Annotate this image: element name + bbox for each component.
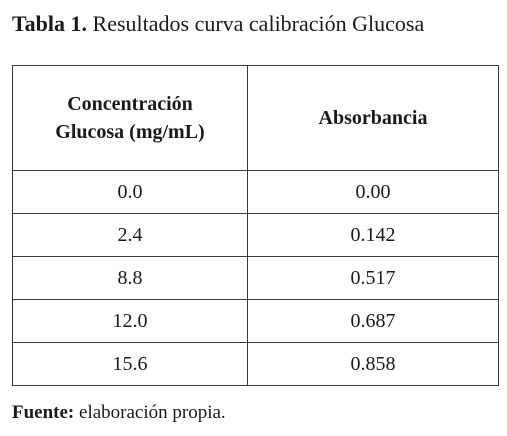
table-row: 12.0 0.687 [12,299,499,343]
source-text: elaboración propia. [79,402,226,423]
header-concentration-line2: Glucosa (mg/mL) [55,121,205,143]
table-row: 15.6 0.858 [12,342,499,386]
calibration-table: Concentración Glucosa (mg/mL) Absorbanci… [12,65,499,386]
cell-absorbance: 0.142 [247,213,499,257]
caption-label: Tabla 1. [12,11,88,36]
table-row: 2.4 0.142 [12,213,499,257]
header-absorbance: Absorbancia [247,65,499,171]
cell-absorbance: 0.687 [247,299,499,343]
cell-concentration: 15.6 [12,342,248,386]
table-header-row: Concentración Glucosa (mg/mL) Absorbanci… [12,65,499,171]
header-concentration: Concentración Glucosa (mg/mL) [12,65,248,171]
table-caption: Tabla 1. Resultados curva calibración Gl… [12,6,424,42]
cell-absorbance: 0.858 [247,342,499,386]
cell-concentration: 2.4 [12,213,248,257]
cell-absorbance: 0.00 [247,170,499,214]
table-row: 0.0 0.00 [12,170,499,214]
table-row: 8.8 0.517 [12,256,499,300]
caption-title: Resultados curva calibración Glucosa [92,11,425,36]
header-absorbance-label: Absorbancia [318,107,428,129]
cell-concentration: 12.0 [12,299,248,343]
cell-concentration: 8.8 [12,256,248,300]
cell-absorbance: 0.517 [247,256,499,300]
source-label: Fuente: [12,402,75,423]
table-source: Fuente: elaboración propia. [12,400,226,426]
header-concentration-line1: Concentración [67,93,193,115]
cell-concentration: 0.0 [12,170,248,214]
